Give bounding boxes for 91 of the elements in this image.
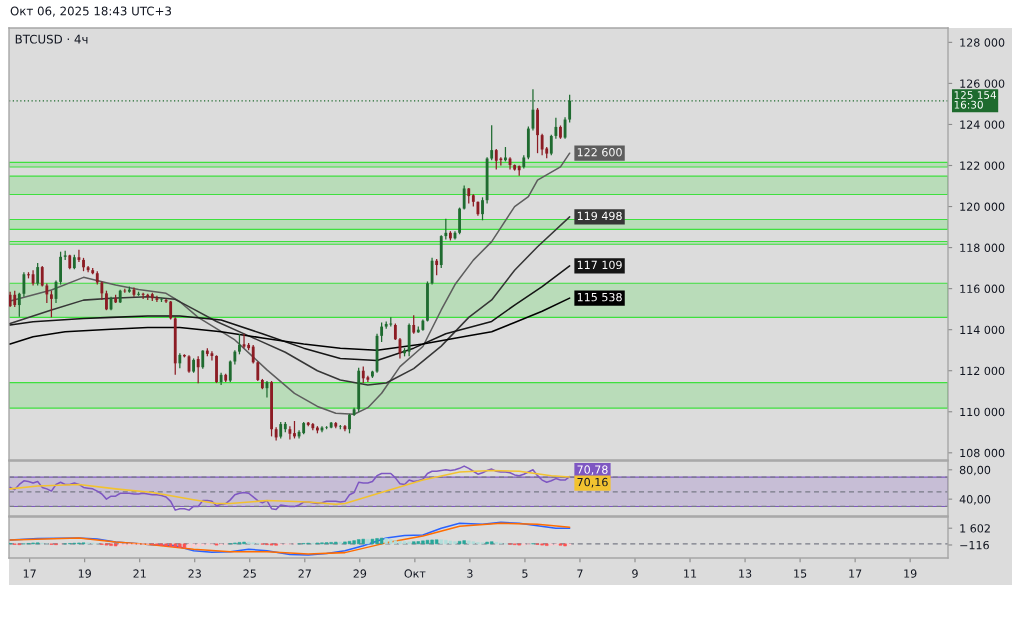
x-tick-label: 19: [904, 569, 917, 578]
y-tick-label: 126 000: [960, 79, 1005, 88]
candlestick: [380, 321, 384, 343]
candlestick: [27, 271, 30, 280]
data-label: 70,16: [577, 477, 608, 488]
candlestick: [504, 146, 507, 163]
candlestick: [481, 196, 484, 221]
candlestick: [17, 292, 21, 318]
line-series: [9, 216, 571, 386]
x-tick-label: 9: [632, 569, 638, 578]
candlestick: [215, 354, 218, 384]
x-tick-label: Окт: [404, 569, 426, 578]
x-tick-label: 19: [78, 569, 91, 578]
candlestick: [403, 347, 406, 357]
candlestick: [536, 107, 539, 154]
candlestick: [137, 291, 140, 297]
x-tick-label: 17: [23, 569, 36, 578]
candlestick: [540, 133, 544, 156]
y-tick-label: 118 000: [960, 243, 1005, 252]
data-label: 115 538: [577, 292, 622, 302]
y-tick-label: 116 000: [960, 284, 1005, 294]
candlestick: [448, 230, 452, 242]
candlestick: [59, 251, 63, 286]
x-tick-label: 21: [133, 569, 146, 578]
candlestick: [256, 360, 260, 382]
candlestick: [293, 420, 296, 440]
y-tick-label: 128 000: [960, 38, 1005, 47]
candlestick: [554, 117, 558, 140]
y-tick-label: 1 602: [960, 524, 990, 533]
x-tick-label: 23: [188, 569, 201, 578]
line-series: [9, 265, 571, 362]
x-tick-label: 5: [522, 569, 528, 578]
candlestick: [40, 265, 44, 288]
data-label: 119 498: [577, 211, 622, 221]
y-tick-label: 112 000: [960, 366, 1005, 376]
y-tick-label: 120 000: [960, 202, 1005, 211]
line-series: [9, 152, 571, 415]
y-tick-label: 110 000: [960, 407, 1005, 417]
y-tick-label: 108 000: [960, 448, 1005, 458]
x-tick-label: 27: [298, 569, 311, 578]
y-tick-label: 40,00: [959, 495, 991, 505]
candlestick: [228, 359, 232, 383]
x-tick-label: 17: [849, 569, 862, 578]
candlestick: [50, 290, 53, 318]
candlestick: [458, 206, 461, 235]
line-series: [9, 297, 571, 351]
chart-title: BTCUSD · 4ч: [15, 34, 88, 44]
candlestick: [160, 297, 163, 303]
x-tick-label: 13: [739, 569, 752, 578]
ref-line-label: 125 154 16:30: [954, 91, 997, 109]
x-tick-label: 15: [794, 569, 807, 578]
x-tick-label: 7: [577, 569, 583, 578]
candlestick: [494, 148, 498, 171]
y-tick-label: 114 000: [960, 325, 1005, 335]
candlestick: [82, 257, 85, 272]
x-tick-label: 3: [467, 569, 473, 578]
candlestick: [155, 295, 159, 303]
candlestick: [270, 380, 273, 438]
candlestick: [490, 124, 494, 161]
candlestick: [462, 184, 466, 211]
candlestick: [549, 134, 553, 156]
x-tick-label: 25: [243, 569, 256, 578]
candlestick: [559, 124, 562, 140]
data-label: 122 600: [577, 148, 622, 157]
data-label: 117 109: [577, 260, 622, 270]
y-tick-label: 80,00: [959, 465, 991, 476]
candlestick: [169, 300, 173, 321]
y-tick-label: −116: [960, 540, 989, 550]
data-label: 70,78: [577, 465, 608, 475]
candlestick: [36, 262, 40, 287]
candlestick: [22, 271, 26, 298]
candlestick: [325, 425, 329, 430]
candlestick: [192, 357, 196, 374]
x-tick-label: 11: [684, 569, 697, 578]
y-tick-label: 122 000: [960, 161, 1005, 170]
candlestick: [100, 280, 104, 301]
y-tick-label: 124 000: [960, 120, 1005, 129]
candlestick: [251, 344, 255, 365]
candlestick: [45, 282, 49, 304]
candlestick: [426, 280, 429, 323]
candlestick: [196, 355, 200, 384]
x-tick-label: 29: [353, 569, 367, 578]
candlestick: [201, 349, 205, 370]
candlestick: [348, 413, 351, 434]
candlestick: [141, 292, 145, 300]
candlestick: [288, 425, 292, 441]
candlestick: [238, 333, 241, 355]
candlestick: [105, 290, 108, 311]
text: Окт 06, 2025 18:43 UTC+3: [10, 6, 172, 17]
candlestick: [412, 314, 416, 335]
candlestick: [444, 218, 448, 241]
